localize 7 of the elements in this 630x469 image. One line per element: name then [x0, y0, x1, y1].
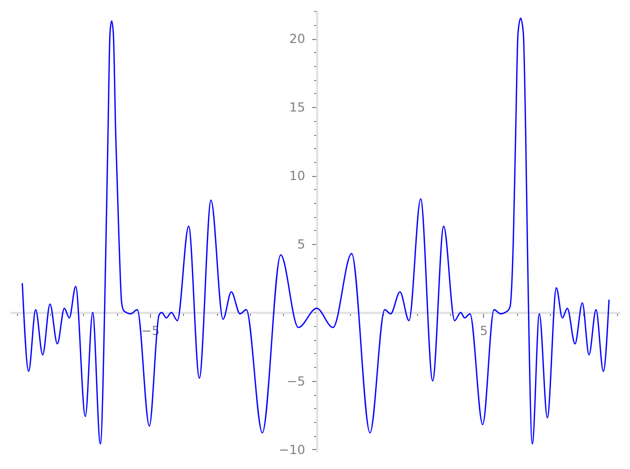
- y-tick-label: −10: [278, 442, 306, 457]
- line-series: [22, 18, 610, 444]
- y-tick-label: 20: [289, 31, 306, 46]
- y-tick-label: 10: [289, 168, 306, 184]
- y-tick-label: 5: [297, 236, 306, 252]
- y-tick-label: 15: [289, 100, 306, 115]
- y-tick-label: −5: [286, 373, 306, 388]
